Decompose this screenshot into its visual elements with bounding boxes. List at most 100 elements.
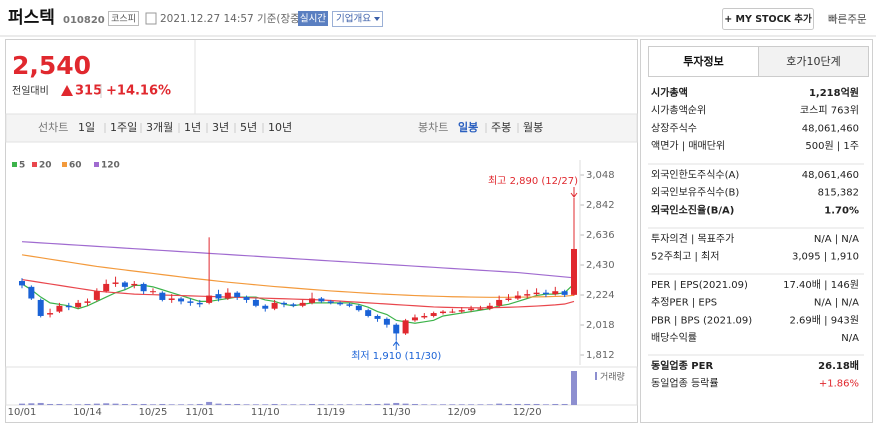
candle-period-tab[interactable]: 주봉: [491, 121, 511, 134]
info-value: 3,095 | 1,910: [792, 252, 859, 263]
candle-body: [103, 283, 110, 292]
candle-body: [524, 294, 531, 296]
period-tab[interactable]: 10년: [268, 121, 292, 134]
volume-bar: [37, 402, 44, 405]
info-label: PER | EPS(2021.09): [651, 280, 748, 291]
my-stock-button[interactable]: [722, 8, 814, 30]
info-value: 48,061,460: [802, 170, 859, 181]
candle-body: [440, 311, 447, 314]
volume-bar: [224, 403, 231, 405]
moving-average: [21, 254, 575, 298]
volume-bar: [121, 403, 128, 405]
info-tab[interactable]: [758, 46, 869, 77]
info-value: N/A | N/A: [814, 298, 859, 309]
info-tab-label[interactable]: 호가10단계: [786, 55, 840, 68]
volume-bar: [449, 404, 456, 405]
info-label: 외국인소진율(B/A): [651, 203, 734, 216]
candle-body: [224, 292, 231, 299]
volume-bar: [309, 403, 316, 405]
overview-dropdown[interactable]: [332, 11, 383, 27]
high-annotation: 최고 2,890 (12/27): [488, 175, 578, 187]
volume-bar: [103, 403, 110, 405]
candle-body: [243, 297, 250, 300]
my-stock-label[interactable]: + MY STOCK 추가: [724, 13, 812, 25]
candle-body: [280, 302, 287, 305]
y-tick-label: 2,224: [586, 290, 615, 301]
volume-bar: [65, 404, 72, 405]
candle-body: [374, 315, 381, 319]
high-arrow: [570, 187, 578, 198]
candle-body: [37, 299, 44, 316]
volume-bar: [178, 404, 185, 405]
volume-bar: [365, 403, 372, 405]
volume-bar: [280, 404, 287, 405]
overview-label[interactable]: 기업개요: [336, 13, 371, 25]
candle-body: [121, 282, 128, 287]
y-tick-label: 1,812: [586, 350, 615, 361]
info-tab[interactable]: [648, 46, 759, 77]
volume-bar: [19, 403, 25, 405]
period-tab[interactable]: 1주일: [110, 120, 137, 134]
candle-body: [561, 291, 568, 295]
moving-average: [21, 283, 575, 324]
legend-label: 60: [69, 161, 82, 171]
volume-bar: [524, 403, 531, 405]
moving-average: [21, 278, 575, 309]
info-value: 17.40배 | 146원: [783, 279, 859, 291]
legend-swatch: [12, 162, 17, 167]
candle-body: [468, 308, 475, 311]
volume-bar: [299, 404, 306, 405]
period-tab[interactable]: 1년: [184, 121, 201, 134]
quick-order[interactable]: 빠른주문: [828, 14, 867, 26]
candle-body: [93, 291, 100, 300]
candle-body: [449, 311, 456, 313]
x-tick-label: 11/10: [251, 407, 280, 418]
candle-body: [140, 283, 147, 292]
volume-bar: [561, 403, 568, 405]
candle-body: [496, 299, 503, 306]
up-arrow: [61, 85, 73, 96]
info-label: 52주최고 | 최저: [651, 251, 719, 263]
candle-body: [206, 295, 213, 303]
x-tick-label: 11/19: [316, 407, 345, 418]
volume-bar: [402, 403, 409, 405]
legend-swatch: [32, 162, 37, 167]
candle-body: [159, 292, 166, 300]
candle-period-tab[interactable]: 월봉: [523, 121, 543, 134]
market-label: 코스피: [111, 14, 136, 25]
volume-bar: [28, 403, 35, 405]
x-tick-label: 10/25: [139, 407, 168, 418]
candle-period-tab[interactable]: 일봉: [458, 120, 478, 134]
legend-swatch: [94, 162, 99, 167]
period-tab[interactable]: 5년: [240, 121, 257, 134]
candle-body: [486, 305, 493, 309]
volume-frame: [5, 366, 638, 406]
x-tick-label: 11/01: [185, 407, 214, 418]
legend-label: 120: [101, 161, 120, 171]
volume-label: 거래량: [600, 371, 625, 383]
candle-body: [65, 305, 72, 308]
period-tab[interactable]: 1일: [78, 120, 95, 134]
period-tab[interactable]: 3개월: [146, 121, 173, 134]
period-tab[interactable]: 3년: [212, 121, 229, 134]
candle-body: [299, 302, 306, 306]
candle-body: [187, 301, 194, 303]
market-badge: [108, 11, 139, 26]
candle-body: [355, 305, 362, 311]
candle-body: [75, 302, 82, 308]
volume-bar: [149, 404, 156, 405]
info-tab-label[interactable]: 투자정보: [683, 54, 723, 68]
volume-bar: [131, 403, 138, 405]
volume-bar: [262, 404, 269, 405]
volume-bar: [496, 403, 503, 405]
candle-body: [421, 315, 428, 318]
volume-bar: [477, 404, 484, 405]
candle-body: [252, 299, 259, 306]
change-percent: +14.16%: [106, 84, 171, 99]
volume-bar: [234, 403, 241, 405]
volume-bar: [383, 403, 390, 405]
candle-body: [56, 305, 63, 312]
volume-bar: [542, 404, 549, 405]
legend-label: 20: [39, 161, 52, 171]
